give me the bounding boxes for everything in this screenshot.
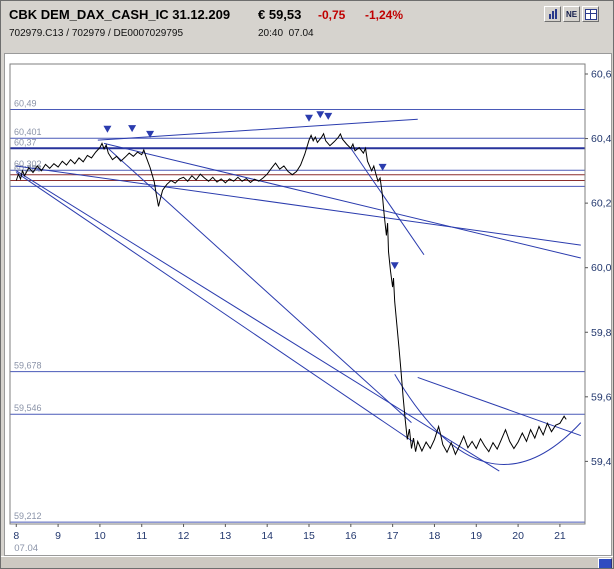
- plot-border: [9, 63, 586, 525]
- x-tick-label: 8: [13, 530, 19, 542]
- signal-triangle-icon: [103, 125, 112, 133]
- level-label: 59,546: [14, 403, 42, 413]
- instrument-title: CBK DEM_DAX_CASH_IC 31.12.209: [9, 7, 231, 22]
- chart-panel[interactable]: 60,49 60,401 60,37 60,302 60,288 59,678 59,546…: [4, 53, 612, 556]
- x-tick-label: 12: [178, 530, 190, 542]
- y-tick-label: 59,8: [591, 327, 611, 339]
- table-view-button[interactable]: [582, 6, 599, 22]
- y-tick-label: 60,6: [591, 69, 611, 81]
- trend-line: [97, 118, 418, 141]
- signal-triangle-icon: [305, 114, 313, 122]
- signal-triangle-icon: [316, 111, 325, 119]
- price-chart[interactable]: 60,4960,40160,3760,30260,28859,67859,546…: [5, 54, 611, 555]
- quote-time: 20:40: [258, 28, 284, 39]
- y-tick-label: 59,4: [591, 456, 611, 468]
- signal-triangle-icon: [146, 130, 155, 138]
- level-label: 60,37: [14, 137, 37, 147]
- x-tick-label: 16: [345, 530, 357, 542]
- x-tick-label: 17: [387, 530, 399, 542]
- level-label: 59,212: [14, 511, 42, 521]
- quote-timestamp: 20:40 07.04: [258, 28, 314, 39]
- x-tick-label: 15: [303, 530, 315, 542]
- chart-header: CBK DEM_DAX_CASH_IC 31.12.209 € 59,53 -0…: [1, 1, 613, 51]
- signal-triangle-icon: [324, 112, 333, 120]
- x-tick-label: 19: [470, 530, 482, 542]
- x-tick-label: 13: [220, 530, 232, 542]
- y-tick-label: 60,4: [591, 133, 611, 145]
- y-tick-label: 60,0: [591, 262, 611, 274]
- trend-line: [417, 376, 581, 437]
- chart-type-button[interactable]: [544, 6, 561, 22]
- trend-line: [16, 165, 581, 246]
- x-tick-label: 11: [136, 530, 147, 542]
- header-toolbar: NE: [544, 6, 599, 22]
- signal-triangle-icon: [128, 125, 137, 133]
- support-arc: [394, 373, 582, 465]
- quote-date: 07.04: [288, 28, 314, 39]
- signal-triangle-icon: [390, 262, 399, 270]
- x-tick-label: 21: [554, 530, 566, 542]
- grid-icon: [584, 8, 597, 20]
- trend-line: [350, 147, 425, 256]
- x-tick-label: 9: [55, 530, 61, 542]
- level-label: 59,678: [14, 361, 42, 371]
- x-tick-label: 18: [429, 530, 441, 542]
- y-tick-label: 59,6: [591, 391, 611, 403]
- change-percent: -1,24%: [365, 8, 404, 22]
- level-label: 60,401: [14, 127, 42, 137]
- x-tick-label: 20: [512, 530, 524, 542]
- news-button[interactable]: NE: [563, 6, 580, 22]
- level-label: 60,302: [14, 159, 42, 169]
- level-label: 60,49: [14, 99, 37, 109]
- signal-triangle-icon: [378, 163, 387, 171]
- bar-chart-icon: [548, 9, 557, 19]
- trend-line: [15, 172, 414, 443]
- scrollbar-corner-button[interactable]: [598, 558, 612, 568]
- news-icon: NE: [565, 9, 578, 19]
- x-axis-date-label: 07.04: [14, 543, 38, 554]
- price-line: [15, 132, 567, 456]
- y-tick-label: 60,2: [591, 198, 611, 210]
- trend-line: [16, 170, 500, 472]
- last-price: € 59,53: [258, 7, 302, 22]
- trend-line: [105, 146, 412, 424]
- horizontal-scrollbar[interactable]: [1, 556, 613, 568]
- change-absolute: -0,75: [318, 8, 346, 22]
- trend-line: [103, 142, 581, 259]
- x-tick-label: 10: [94, 530, 106, 542]
- instrument-ids: 702979.C13 / 702979 / DE0007029795: [9, 28, 184, 39]
- x-tick-label: 14: [261, 530, 273, 542]
